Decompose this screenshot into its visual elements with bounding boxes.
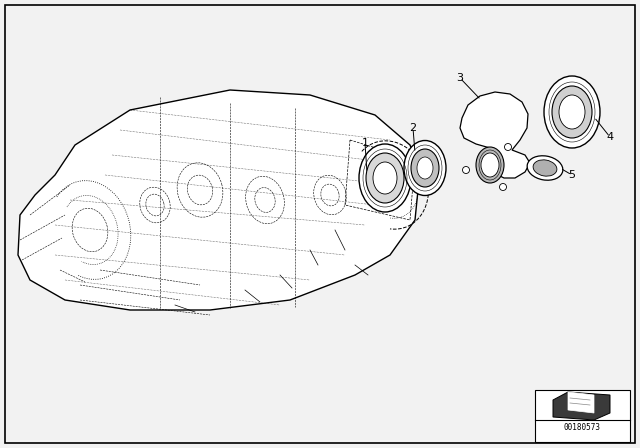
Ellipse shape: [544, 76, 600, 148]
Text: 3: 3: [456, 73, 463, 83]
Text: 4: 4: [607, 132, 614, 142]
Ellipse shape: [411, 149, 439, 187]
Ellipse shape: [404, 141, 446, 195]
Text: 00180573: 00180573: [563, 423, 600, 432]
Ellipse shape: [476, 147, 504, 183]
Text: 2: 2: [410, 123, 417, 133]
Polygon shape: [460, 92, 530, 178]
Ellipse shape: [499, 184, 506, 190]
Bar: [535, 390, 630, 442]
Ellipse shape: [559, 95, 585, 129]
Text: 1: 1: [362, 138, 369, 148]
Polygon shape: [553, 392, 610, 420]
Polygon shape: [18, 90, 420, 310]
Ellipse shape: [552, 86, 592, 138]
Polygon shape: [568, 392, 594, 413]
Text: 5: 5: [568, 170, 575, 180]
Ellipse shape: [481, 153, 499, 177]
Ellipse shape: [527, 156, 563, 180]
Ellipse shape: [463, 167, 470, 173]
Ellipse shape: [373, 162, 397, 194]
Ellipse shape: [366, 153, 404, 203]
Ellipse shape: [359, 144, 411, 212]
Polygon shape: [345, 140, 415, 220]
Ellipse shape: [417, 157, 433, 179]
Ellipse shape: [533, 160, 557, 176]
Ellipse shape: [504, 143, 511, 151]
